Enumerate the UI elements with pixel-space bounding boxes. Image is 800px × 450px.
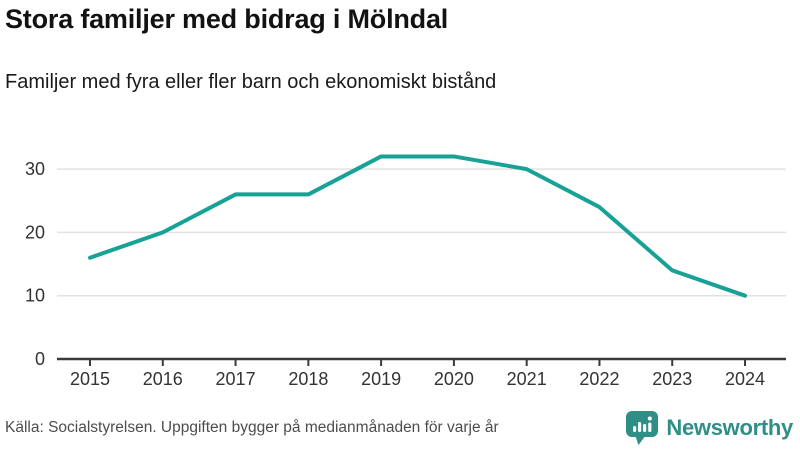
footer: Källa: Socialstyrelsen. Uppgiften bygger… (5, 408, 793, 448)
y-tick-label: 30 (25, 159, 45, 179)
x-tick-label: 2017 (216, 369, 256, 389)
line-chart: 0 10 20 30 2015 2016 2017 2018 2019 2020 2021 2022 2… (25, 154, 786, 389)
newsworthy-logo-icon (626, 411, 659, 445)
y-tick-label: 0 (35, 349, 45, 369)
x-tick-label: 2018 (288, 369, 328, 389)
y-tick-label: 10 (25, 286, 45, 306)
y-tick-label: 20 (25, 222, 45, 242)
newsworthy-logo-text: Newsworthy (666, 415, 793, 440)
x-tick-label: 2019 (361, 369, 401, 389)
x-tick-label: 2022 (579, 369, 619, 389)
x-tick-label: 2015 (70, 369, 110, 389)
newsworthy-logo: Newsworthy (625, 410, 793, 446)
chart-title: Stora familjer med bidrag i Mölndal (5, 4, 449, 34)
chart-subtitle: Familjer med fyra eller fler barn och ek… (5, 71, 497, 93)
x-tick-label: 2021 (507, 369, 547, 389)
source-note: Källa: Socialstyrelsen. Uppgiften bygger… (5, 419, 499, 436)
x-tick-label: 2023 (652, 369, 692, 389)
x-tick-label: 2016 (143, 369, 183, 389)
x-tick-label: 2024 (725, 369, 765, 389)
plot-line (88, 154, 748, 298)
x-tick-label: 2020 (434, 369, 474, 389)
